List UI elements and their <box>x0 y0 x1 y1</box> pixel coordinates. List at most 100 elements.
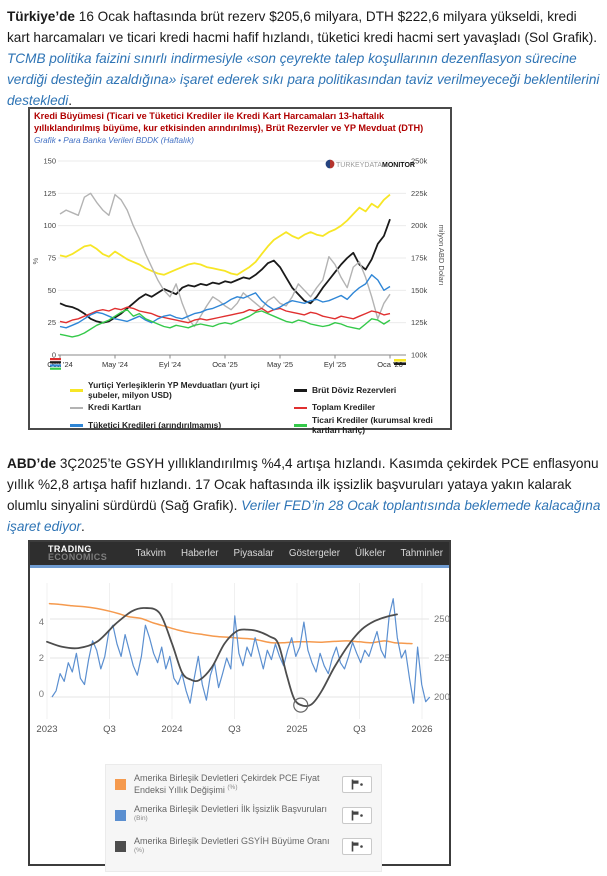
series-line <box>59 308 391 338</box>
series-options-button[interactable] <box>342 806 372 824</box>
paragraph-abd: ABD’de 3Ç2025’te GSYH yıllıklandırılmış … <box>7 453 601 537</box>
legend-label: Ticari Krediler (kurumsal kredi kartları… <box>312 414 433 435</box>
svg-text:150: 150 <box>43 157 56 166</box>
right-axis-label: milyon ABD Doları <box>437 225 446 286</box>
legend-item: Amerika Birleşik Devletleri Çekirdek PCE… <box>115 772 372 796</box>
text-segment: Veriler FED’in 28 Ocak toplantısında bek… <box>7 498 601 534</box>
series-line <box>59 274 391 329</box>
tdm-chart-panel: Kredi Büyümesi (Ticari ve Tüketici Kredi… <box>28 107 452 435</box>
logo-line-1: TRADING <box>48 544 92 554</box>
legend-item: Tüketici Kredileri (arındırılmamış) <box>70 416 292 435</box>
svg-text:Q3: Q3 <box>353 724 366 735</box>
series-line <box>59 193 391 276</box>
legend-label: Yurtiçi Yerleşiklerin YP Mevduatları (yu… <box>88 380 260 400</box>
legend-label: Kredi Kartları <box>88 402 142 413</box>
legend-label: Amerika Birleşik Devletleri GSYİH Büyüme… <box>134 835 330 854</box>
legend-unit: (%) <box>227 784 238 792</box>
svg-text:150k: 150k <box>411 286 428 295</box>
svg-text:200k: 200k <box>411 221 428 230</box>
legend-item: Amerika Birleşik Devletleri GSYİH Büyüme… <box>115 835 372 859</box>
legend-unit: (%) <box>134 846 145 854</box>
nav-item-takvim[interactable]: Takvim <box>135 548 166 559</box>
svg-text:2026: 2026 <box>411 724 432 735</box>
svg-text:100: 100 <box>43 221 56 230</box>
legend-label: Tüketici Kredileri (arındırılmamış) <box>88 419 222 430</box>
chart-title: Kredi Büyümesi (Ticari ve Tüketici Kredi… <box>34 111 424 133</box>
legend-label: Amerika Birleşik Devletleri Çekirdek PCE… <box>134 773 320 796</box>
tradingeconomics-logo[interactable]: TRADING ECONOMICS <box>48 545 107 562</box>
nav-item-gstergeler[interactable]: Göstergeler <box>288 548 341 559</box>
svg-text:2: 2 <box>39 653 44 664</box>
legend-label: Amerika Birleşik Devletleri İlk İşsizlik… <box>134 804 328 823</box>
series-line <box>51 598 431 704</box>
text-segment: 16 Ocak haftasında brüt rezerv $205,6 mi… <box>7 9 598 45</box>
svg-text:TURKEYDATAMONITOR: TURKEYDATAMONITOR <box>336 162 415 169</box>
legend-label: Brüt Döviz Rezervleri <box>312 384 397 395</box>
legend-item: Ticari Krediler (kurumsal kredi kartları… <box>294 414 442 435</box>
svg-text:75: 75 <box>48 254 56 263</box>
nav-item-lkeler[interactable]: Ülkeler <box>355 548 386 559</box>
tradingeconomics-nav: Takvim Haberler Piyasalar Göstergeler Ülkele… <box>135 548 443 559</box>
chart-subtitle: Grafik • Para Banka Verileri BDDK (Hafta… <box>34 135 194 145</box>
axis-start-swatches <box>50 361 61 364</box>
svg-text:100k: 100k <box>411 351 428 360</box>
legend-line-swatch <box>294 389 307 392</box>
axis-end-swatches <box>394 362 406 365</box>
svg-text:Q3: Q3 <box>228 724 241 735</box>
legend-line-swatch <box>70 406 83 410</box>
legend-unit: (Bin) <box>134 815 148 823</box>
te-chart-legend: Amerika Birleşik Devletleri Çekirdek PCE… <box>105 764 382 872</box>
svg-text:Eyl '25: Eyl '25 <box>324 360 346 369</box>
axis-start-swatches <box>50 364 61 367</box>
text-segment: TCMB politika faizini sınırlı indirmesiy… <box>7 51 600 108</box>
svg-text:May '24: May '24 <box>102 360 128 369</box>
legend-line-swatch <box>294 406 307 410</box>
tdm-chart-canvas: 0 100k 25 125k 50 150k 75 175k 100 200k 125 225k 150… <box>31 157 446 370</box>
legend-color-swatch <box>115 778 126 790</box>
svg-text:4: 4 <box>39 617 44 628</box>
series-flag-icon <box>351 810 363 821</box>
legend-color-swatch <box>115 809 126 821</box>
svg-text:225k: 225k <box>411 189 428 198</box>
text-segment: 3Ç2025’te GSYH yıllıklandırılmış %4,4 ar… <box>7 456 599 513</box>
svg-text:0: 0 <box>52 351 56 360</box>
legend-item: Kredi Kartları <box>70 403 292 413</box>
axis-start-swatches <box>50 367 61 370</box>
legend-line-swatch <box>70 389 83 392</box>
series-options-button[interactable] <box>342 838 372 856</box>
legend-color-swatch <box>115 841 126 853</box>
svg-text:Oca '26: Oca '26 <box>377 360 403 369</box>
te-chart-canvas: 2023 Q3 2024 Q3 2025 Q3 2026 200 225 250 0 2 4 <box>36 583 450 735</box>
legend-item: Yurtiçi Yerleşiklerin YP Mevduatları (yu… <box>70 380 292 400</box>
series-options-button[interactable] <box>342 775 372 793</box>
svg-text:125k: 125k <box>411 318 428 327</box>
series-flag-icon <box>351 779 363 790</box>
svg-text:125: 125 <box>43 189 56 198</box>
legend-line-swatch <box>70 424 83 427</box>
logo-line-2: ECONOMICS <box>48 552 108 562</box>
svg-text:Eyl '24: Eyl '24 <box>159 360 181 369</box>
axis-start-swatches <box>50 358 61 361</box>
svg-text:200: 200 <box>434 692 450 703</box>
paragraph-turkiye: Türkiye’de 16 Ocak haftasında brüt rezer… <box>7 6 601 111</box>
turkeydatamonitor-logo: TURKEYDATAMONITOR <box>325 159 415 169</box>
series-line <box>59 306 391 324</box>
legend-line-swatch <box>294 424 307 427</box>
svg-text:Oca '25: Oca '25 <box>212 360 238 369</box>
nav-item-piyasalar[interactable]: Piyasalar <box>233 548 274 559</box>
svg-text:250: 250 <box>434 614 450 625</box>
legend-item: Amerika Birleşik Devletleri İlk İşsizlik… <box>115 803 372 827</box>
series-flag-icon <box>351 841 363 852</box>
svg-text:0: 0 <box>39 689 44 700</box>
nav-item-haberler[interactable]: Haberler <box>180 548 219 559</box>
tradingeconomics-header: TRADING ECONOMICS Takvim Haberler Piyasala… <box>30 542 449 568</box>
svg-text:25: 25 <box>48 318 56 327</box>
text-segment: Türkiye’de <box>7 9 79 24</box>
nav-item-tahminler[interactable]: Tahminler <box>400 548 443 559</box>
axis-end-swatches <box>394 359 406 362</box>
legend-item: Brüt Döviz Rezervleri <box>294 381 442 400</box>
svg-text:2023: 2023 <box>36 724 57 735</box>
text-segment: ABD’de <box>7 456 60 471</box>
legend-label: Toplam Krediler <box>312 402 376 413</box>
